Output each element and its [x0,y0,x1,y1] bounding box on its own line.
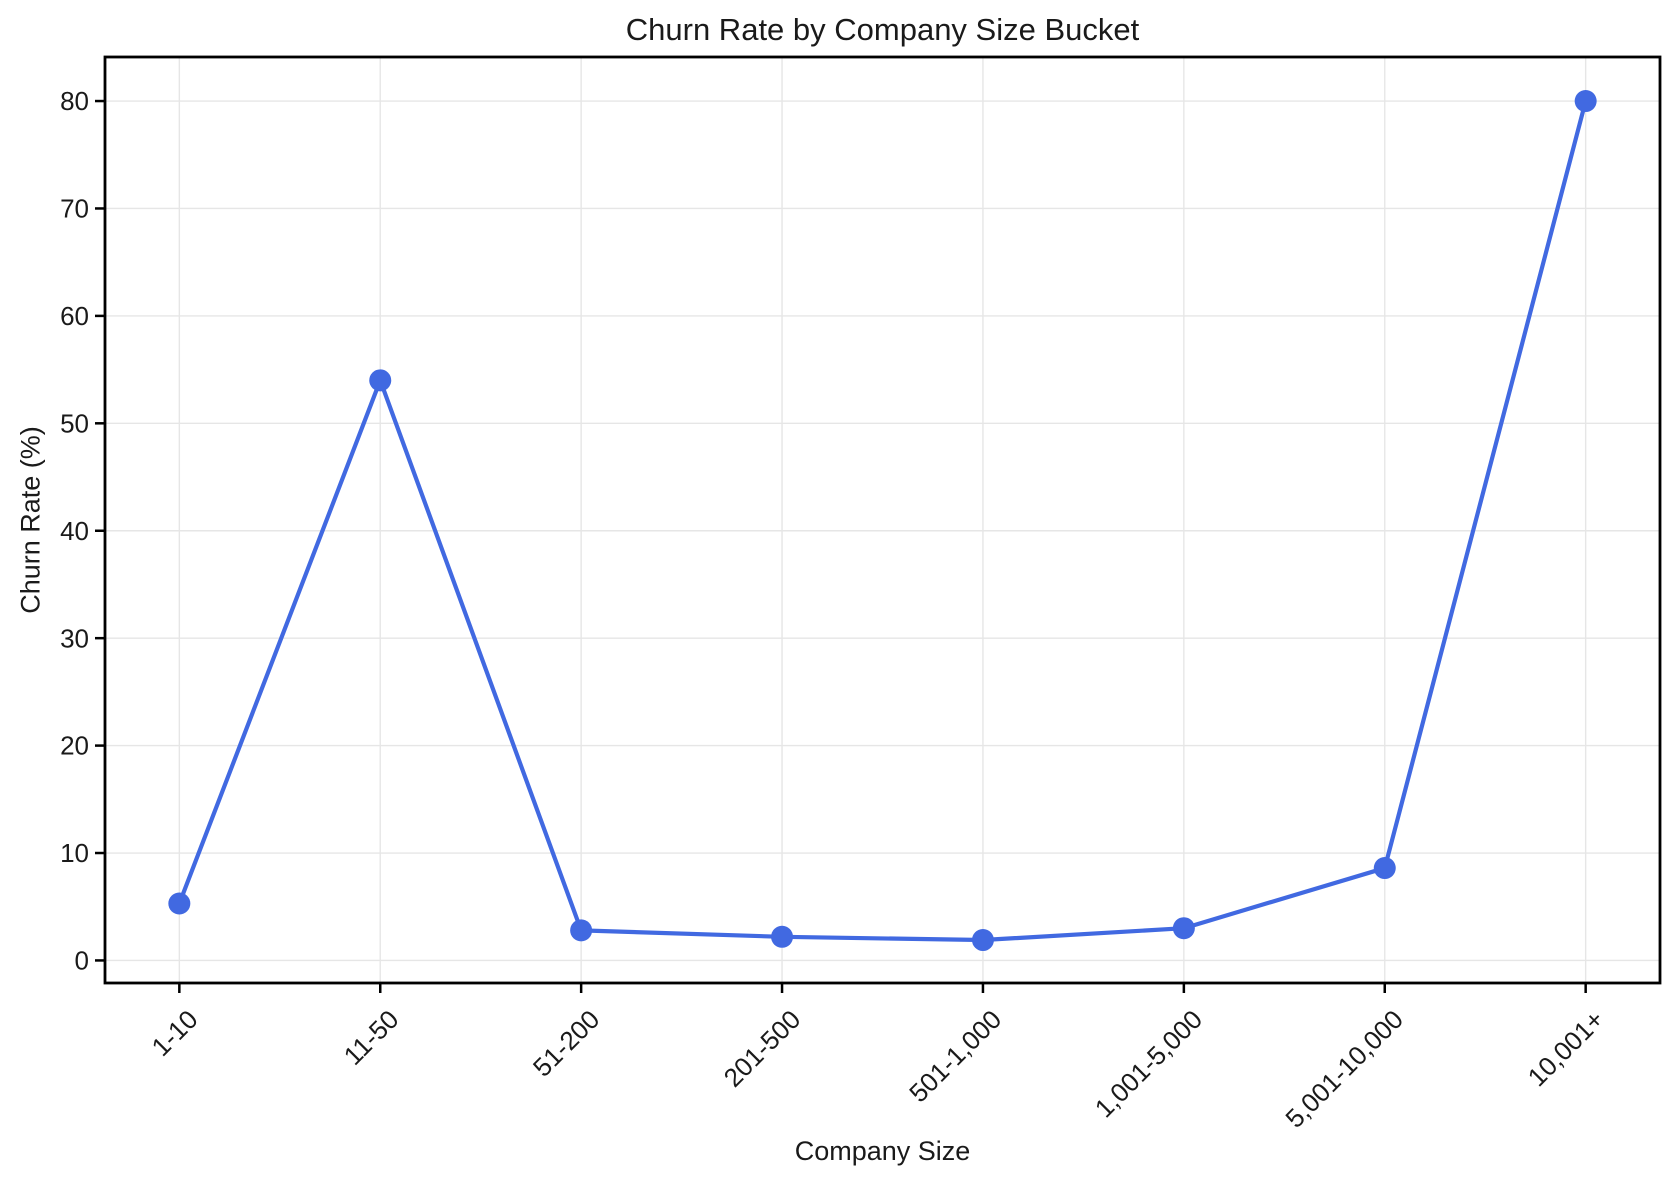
x-tick-label: 1,001-5,000 [1089,1004,1208,1123]
y-tick-label: 20 [60,731,89,761]
churn-line [177,98,1588,943]
y-tick-label: 60 [60,301,89,331]
data-point [369,369,392,392]
x-tick-label: 1-10 [146,1004,204,1062]
y-tick-label: 80 [60,86,89,116]
x-tick-label: 51-200 [527,1004,605,1082]
y-tick-label: 40 [60,516,89,546]
y-tick-label: 10 [60,838,89,868]
data-point [570,919,593,942]
data-point [971,929,994,952]
data-point [771,925,794,948]
x-tick-label: 11-50 [338,1004,405,1071]
y-tick-label: 0 [75,946,89,976]
x-tick-label: 10,001+ [1522,1004,1610,1092]
data-point [1574,90,1597,113]
data-point [1373,857,1396,880]
x-tick-label: 501-1,000 [903,1004,1007,1108]
x-tick-label: 201-500 [718,1004,807,1093]
y-tick-label: 50 [60,408,89,438]
y-tick-label: 70 [60,194,89,224]
axes-frame [103,55,1662,985]
x-tick-label: 5,001-10,000 [1279,1004,1409,1134]
data-point [1172,917,1195,940]
data-point [168,892,191,915]
x-axis-label: Company Size [794,1136,971,1166]
chart-title: Churn Rate by Company Size Bucket [625,12,1140,47]
y-tick-label: 30 [60,623,89,653]
